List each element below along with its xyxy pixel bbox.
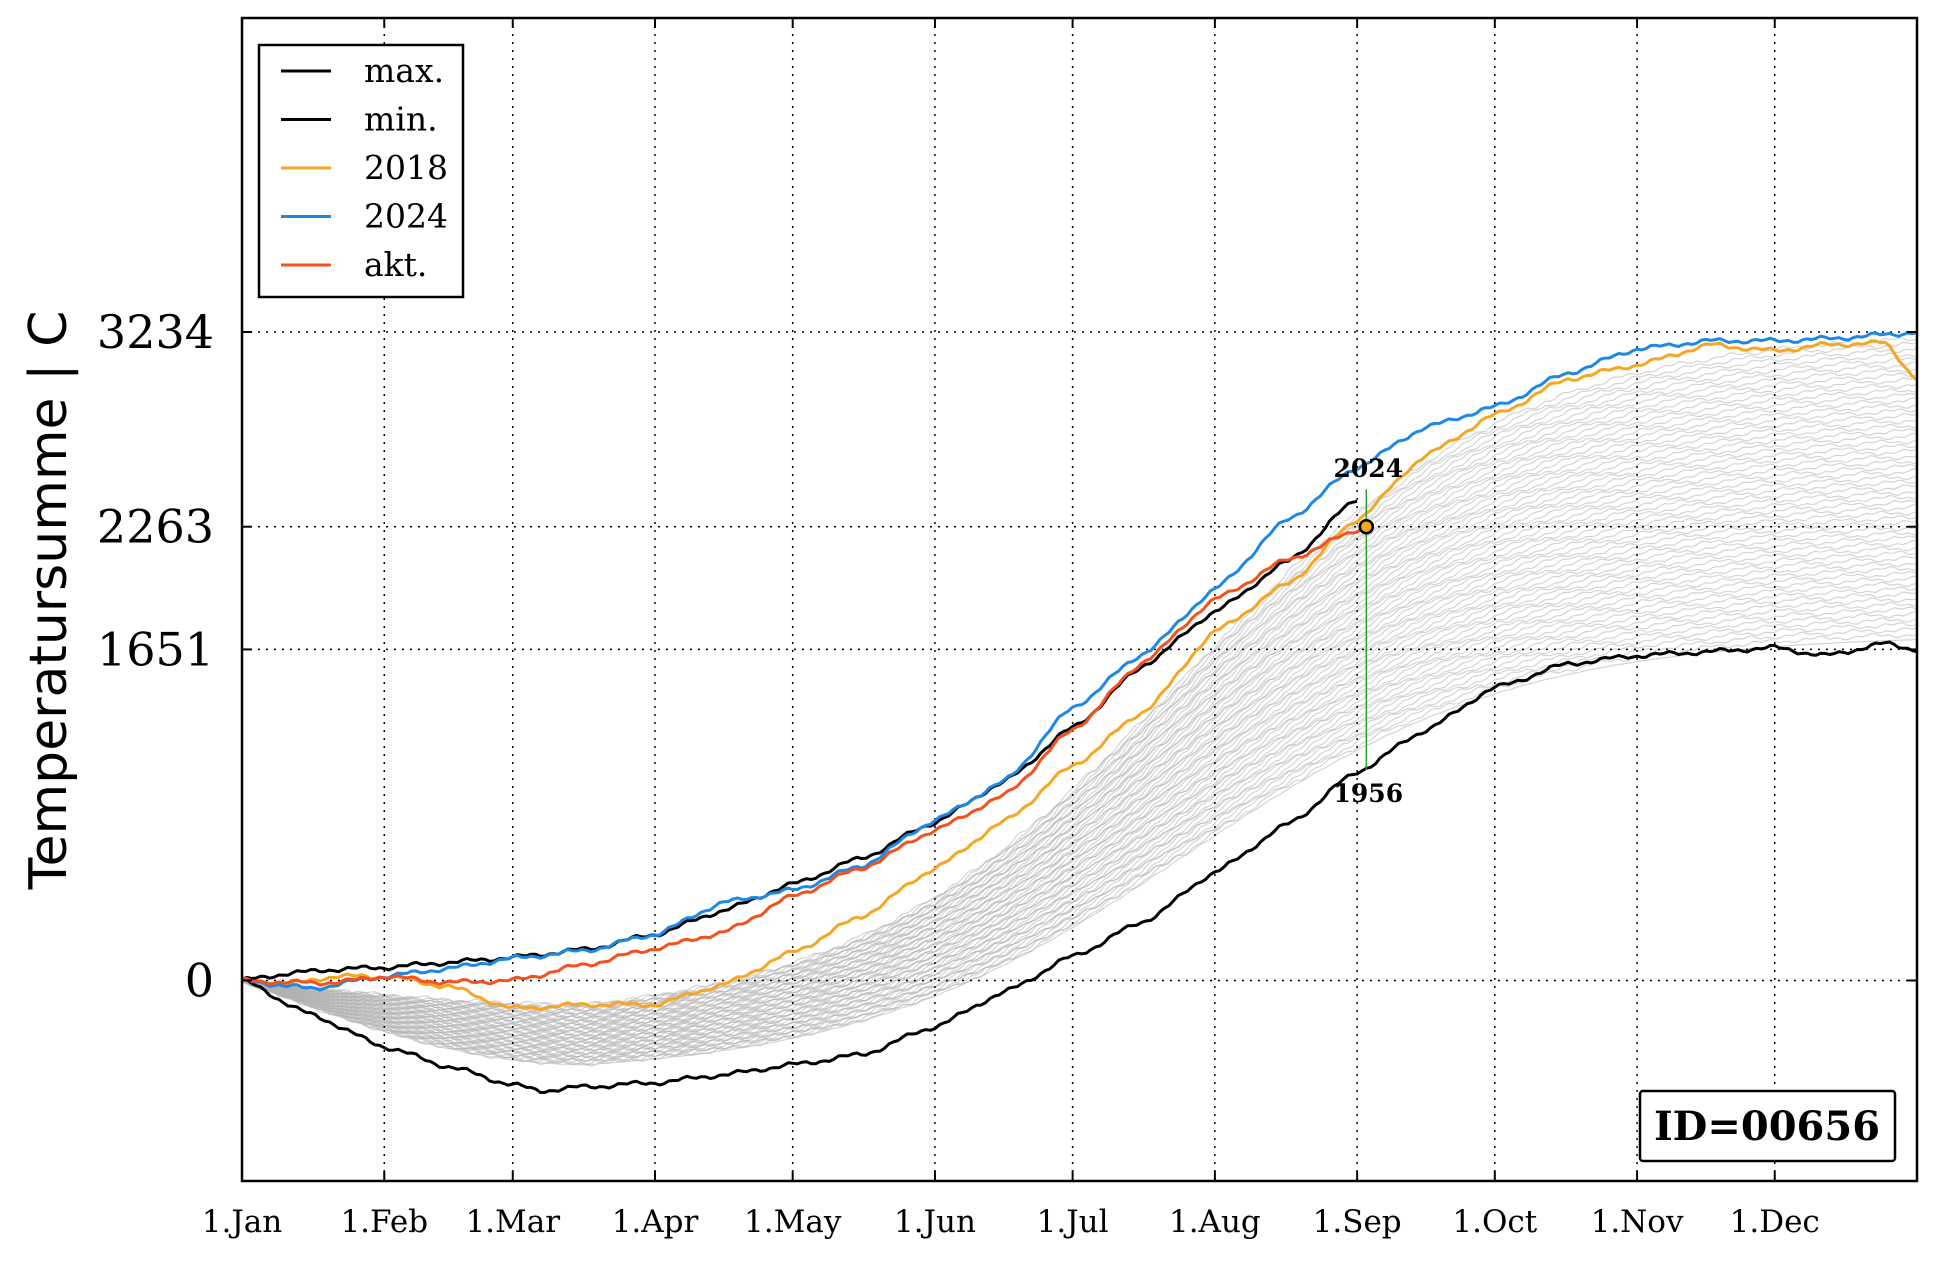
series-line-max [241,499,1358,981]
historical-year-line [241,383,1918,1017]
historical-years-lines [241,337,1918,1067]
x-tick-label: 1.Feb [340,1204,428,1240]
x-axis-ticks: 1.Jan 1.Feb 1.Mar 1.Apr 1.May 1.Jun 1.Jul 1.Aug… [202,18,1820,1240]
y-tick-label: 3234 [97,305,214,359]
y-axis-ticks: 0 1651 2263 3234 [97,305,1917,1007]
historical-year-line [241,571,1918,1055]
historical-year-line [241,535,1918,1047]
annotation-layer: 2024 1956 [1334,454,1404,808]
id-box-label: ID=00656 [1654,1103,1880,1150]
historical-year-line [241,606,1918,1062]
x-tick-label: 1.Apr [612,1204,699,1240]
historical-year-line [241,377,1918,1016]
series-line-min [241,640,1918,1094]
legend-label: 2024 [364,197,448,236]
x-tick-label: 1.Oct [1452,1204,1537,1240]
legend-box [257,43,465,299]
annotation-top-label: 2024 [1334,454,1404,483]
x-tick-label: 1.Jul [1037,1204,1109,1240]
series-line-2018 [241,339,1918,1012]
historical-year-line [241,586,1918,1058]
historical-year-line [241,499,1918,1040]
historical-year-line [241,448,1918,1031]
series-line-akt [241,525,1367,987]
historical-year-line [241,526,1918,1046]
historical-year-line [241,454,1918,1032]
plot-frame [240,16,1919,1183]
historical-year-line [241,337,1918,1008]
legend-label: max. [364,51,444,90]
x-tick-label: 1.Jun [894,1204,976,1240]
historical-year-line [241,484,1918,1038]
id-box: ID=00656 [1638,1089,1897,1163]
x-tick-label: 1.Mar [465,1204,560,1240]
legend-label: 2018 [364,148,448,187]
historical-year-line [241,591,1918,1059]
annotation-bottom-label: 1956 [1334,779,1404,808]
series-lines [241,331,1918,1094]
historical-year-line [241,412,1918,1023]
y-tick-label: 0 [185,953,214,1007]
y-axis-label: Temperatursumme | C [19,311,79,891]
historical-year-line [241,597,1918,1060]
historical-year-line [241,432,1918,1028]
y-tick-label: 1651 [97,622,214,676]
historical-year-line [241,396,1918,1021]
historical-year-line [241,490,1918,1039]
legend: max. min. 2018 2024 akt. [257,43,465,299]
legend-label: min. [364,100,438,139]
y-tick-label: 2263 [97,500,214,554]
x-tick-label: 1.Nov [1591,1204,1684,1240]
legend-label: akt. [364,245,427,284]
x-tick-label: 1.Aug [1169,1204,1261,1240]
historical-year-line [241,519,1918,1045]
x-tick-label: 1.Sep [1313,1204,1402,1240]
current-value-marker [1358,518,1375,535]
x-tick-label: 1.May [744,1204,842,1240]
historical-year-line [241,428,1918,1026]
series-line-2024 [241,331,1918,992]
historical-year-line [241,561,1918,1053]
historical-year-line [241,622,1918,1065]
x-tick-label: 1.Dec [1730,1204,1820,1240]
historical-year-line [241,555,1918,1052]
historical-year-line [241,464,1918,1033]
historical-year-line [241,347,1918,1010]
historical-year-line [241,419,1918,1024]
historical-year-line [241,627,1918,1066]
x-tick-label: 1.Jan [202,1204,282,1240]
